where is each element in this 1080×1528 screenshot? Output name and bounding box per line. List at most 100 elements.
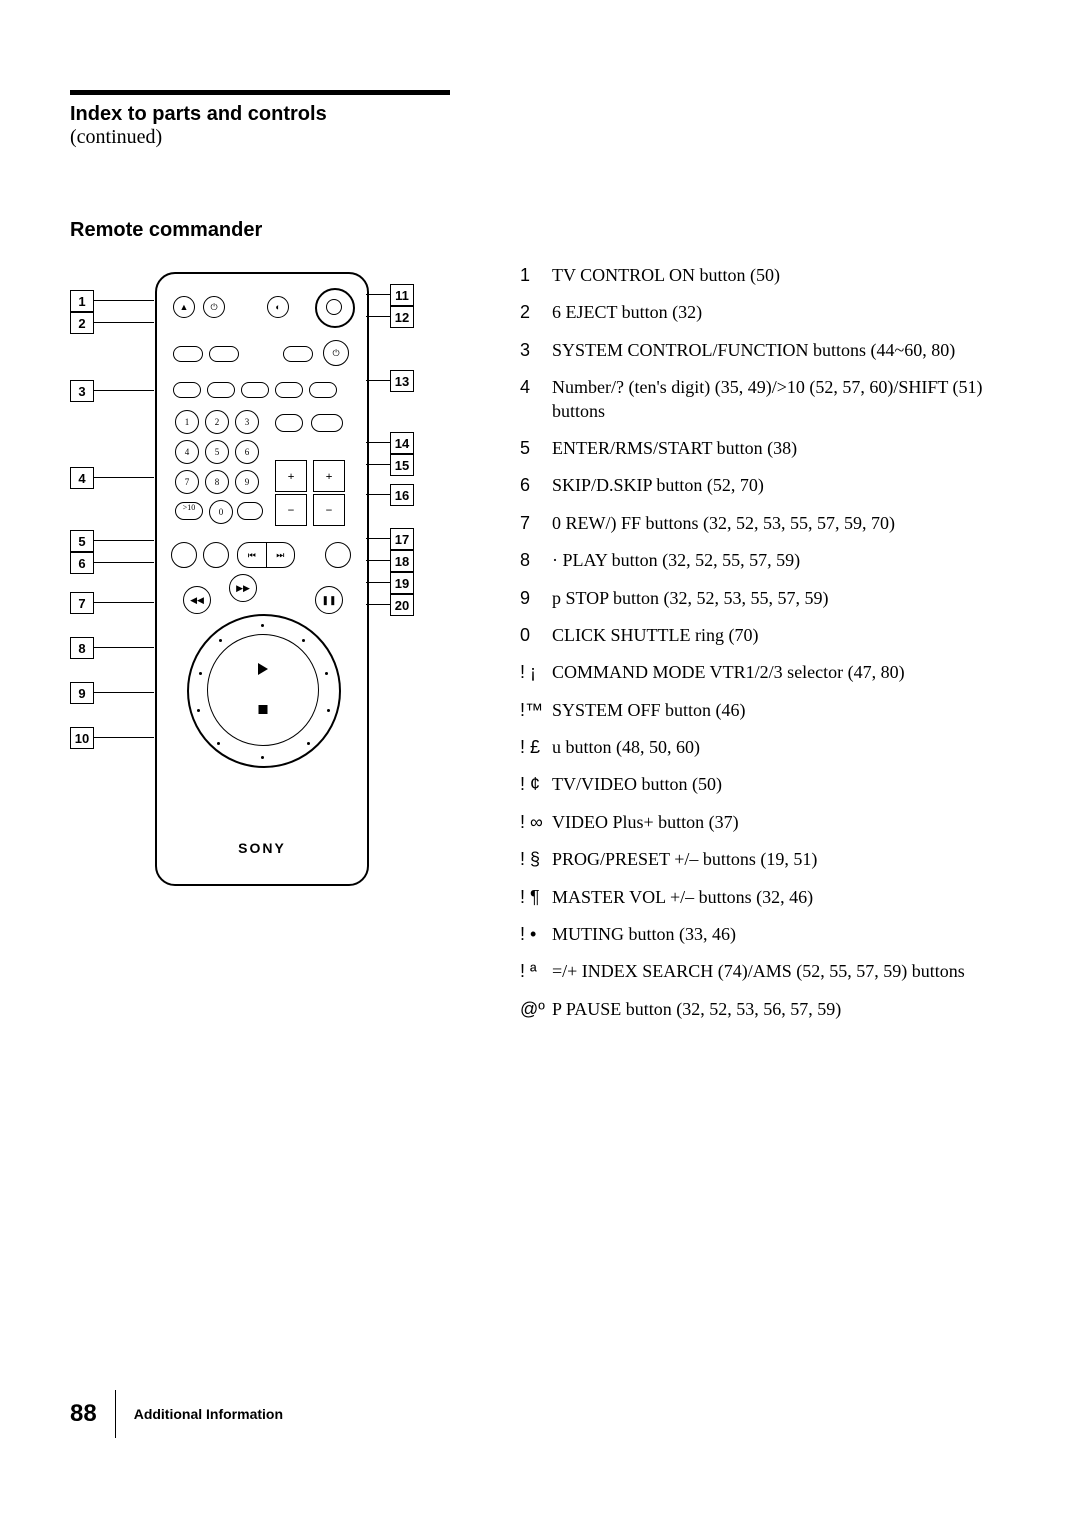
callout-box: 18	[390, 550, 414, 572]
callout-leader	[94, 540, 154, 541]
list-item: ! ¢TV/VIDEO button (50)	[520, 773, 1020, 796]
index-next-icon: ⏭	[267, 543, 295, 567]
mode-dial-icon: ◐	[267, 296, 289, 318]
callout-leader	[94, 562, 154, 563]
list-item-number: ! ª	[520, 960, 552, 983]
list-item-number: !™	[520, 699, 552, 722]
play-icon	[258, 663, 268, 675]
subheading: Remote commander	[70, 219, 1020, 242]
callout-box: 2	[70, 312, 94, 334]
list-item: 26 EJECT button (32)	[520, 301, 1020, 324]
callout-leader	[366, 582, 390, 583]
func-pill-icon	[241, 382, 269, 398]
list-item: 0CLICK SHUTTLE ring (70)	[520, 624, 1020, 647]
callout-box: 11	[390, 284, 414, 306]
callout-leader	[366, 380, 390, 381]
list-item: 5ENTER/RMS/START button (38)	[520, 437, 1020, 460]
func-pill-icon	[275, 382, 303, 398]
num-3-icon: 3	[235, 410, 259, 434]
list-item: 70 REW/) FF buttons (32, 52, 53, 55, 57,…	[520, 512, 1020, 535]
list-item: ! §PROG/PRESET +/– buttons (19, 51)	[520, 848, 1020, 871]
prog-minus-icon: −	[275, 494, 307, 526]
list-item-text: 0 REW/) FF buttons (32, 52, 53, 55, 57, …	[552, 512, 1020, 535]
list-item-text: MASTER VOL +/– buttons (32, 46)	[552, 886, 1020, 909]
enter-icon	[171, 542, 197, 568]
num-1-icon: 1	[175, 410, 199, 434]
list-item-number: ! ∞	[520, 811, 552, 834]
callout-box: 19	[390, 572, 414, 594]
skip-icon	[203, 542, 229, 568]
callout-box: 13	[390, 370, 414, 392]
callout-leader	[366, 494, 390, 495]
muting-icon	[325, 542, 351, 568]
callout-leader	[366, 294, 390, 295]
list-item-number: 8	[520, 549, 552, 572]
ring-dot	[302, 639, 305, 642]
list-item-number: 5	[520, 437, 552, 460]
index-search-group: ⏮ ⏭	[237, 542, 295, 568]
page-footer: 88 Additional Information	[70, 1390, 283, 1438]
list-item: ! ∞VIDEO Plus+ button (37)	[520, 811, 1020, 834]
list-item-text: Number/? (ten's digit) (35, 49)/>10 (52,…	[552, 376, 1020, 423]
ring-dot	[327, 709, 330, 712]
prog-plus-icon: +	[275, 460, 307, 492]
ring-dot	[307, 742, 310, 745]
standby-icon: ⏻	[323, 340, 349, 366]
list-item-text: MUTING button (33, 46)	[552, 923, 1020, 946]
list-item-text: · PLAY button (32, 52, 55, 57, 59)	[552, 549, 1020, 572]
remote-diagram: ▲ ⏻ ◐ ⏻	[70, 262, 470, 902]
callout-box: 8	[70, 637, 94, 659]
list-item-number: ! ¡	[520, 661, 552, 684]
list-item-text: u button (48, 50, 60)	[552, 736, 1020, 759]
sys-pill-icon	[173, 346, 203, 362]
list-item-text: PROG/PRESET +/– buttons (19, 51)	[552, 848, 1020, 871]
callout-box: 14	[390, 432, 414, 454]
sys-pill-icon	[209, 346, 239, 362]
ring-dot	[217, 742, 220, 745]
footer-divider	[115, 1390, 116, 1438]
brand-label: SONY	[157, 840, 367, 856]
num-8-icon: 8	[205, 470, 229, 494]
ring-dot	[197, 709, 200, 712]
num-gt10-icon: >10	[175, 502, 203, 520]
list-item-number: 4	[520, 376, 552, 423]
callout-leader	[94, 390, 154, 391]
list-item: 8· PLAY button (32, 52, 55, 57, 59)	[520, 549, 1020, 572]
num-7-icon: 7	[175, 470, 199, 494]
callout-box: 10	[70, 727, 94, 749]
callout-box: 1	[70, 290, 94, 312]
num-6-icon: 6	[235, 440, 259, 464]
list-item-number: 0	[520, 624, 552, 647]
list-item-number: 1	[520, 264, 552, 287]
list-item-text: COMMAND MODE VTR1/2/3 selector (47, 80)	[552, 661, 1020, 684]
remote-diagram-column: ▲ ⏻ ◐ ⏻	[70, 262, 470, 1035]
callout-leader	[94, 647, 154, 648]
callout-box: 9	[70, 682, 94, 704]
num-2-icon: 2	[205, 410, 229, 434]
continued-text: (continued)	[70, 126, 162, 148]
list-item-text: p STOP button (32, 52, 53, 55, 57, 59)	[552, 587, 1020, 610]
num-0-icon: 0	[209, 500, 233, 524]
list-item: ! ¶MASTER VOL +/– buttons (32, 46)	[520, 886, 1020, 909]
list-item-text: P PAUSE button (32, 52, 53, 56, 57, 59)	[552, 998, 1020, 1021]
content-row: ▲ ⏻ ◐ ⏻	[70, 262, 1020, 1035]
list-item-text: CLICK SHUTTLE ring (70)	[552, 624, 1020, 647]
vol-plus-icon: +	[313, 460, 345, 492]
num-9-icon: 9	[235, 470, 259, 494]
list-item: ! ª=/+ INDEX SEARCH (74)/AMS (52, 55, 57…	[520, 960, 1020, 983]
pause-icon: ❚❚	[315, 586, 343, 614]
callout-box: 7	[70, 592, 94, 614]
header-rule	[70, 90, 450, 95]
ring-dot	[261, 624, 264, 627]
num-4-icon: 4	[175, 440, 199, 464]
callout-box: 16	[390, 484, 414, 506]
power-small-icon: ⏻	[203, 296, 225, 318]
func-pill-icon	[207, 382, 235, 398]
callout-leader	[94, 300, 154, 301]
callout-leader	[94, 322, 154, 323]
list-item-text: ENTER/RMS/START button (38)	[552, 437, 1020, 460]
list-item-number: @º	[520, 998, 552, 1021]
func-pill-icon	[173, 382, 201, 398]
list-item-number: ! ¶	[520, 886, 552, 909]
ff-small-icon: ▶▶	[229, 574, 257, 602]
